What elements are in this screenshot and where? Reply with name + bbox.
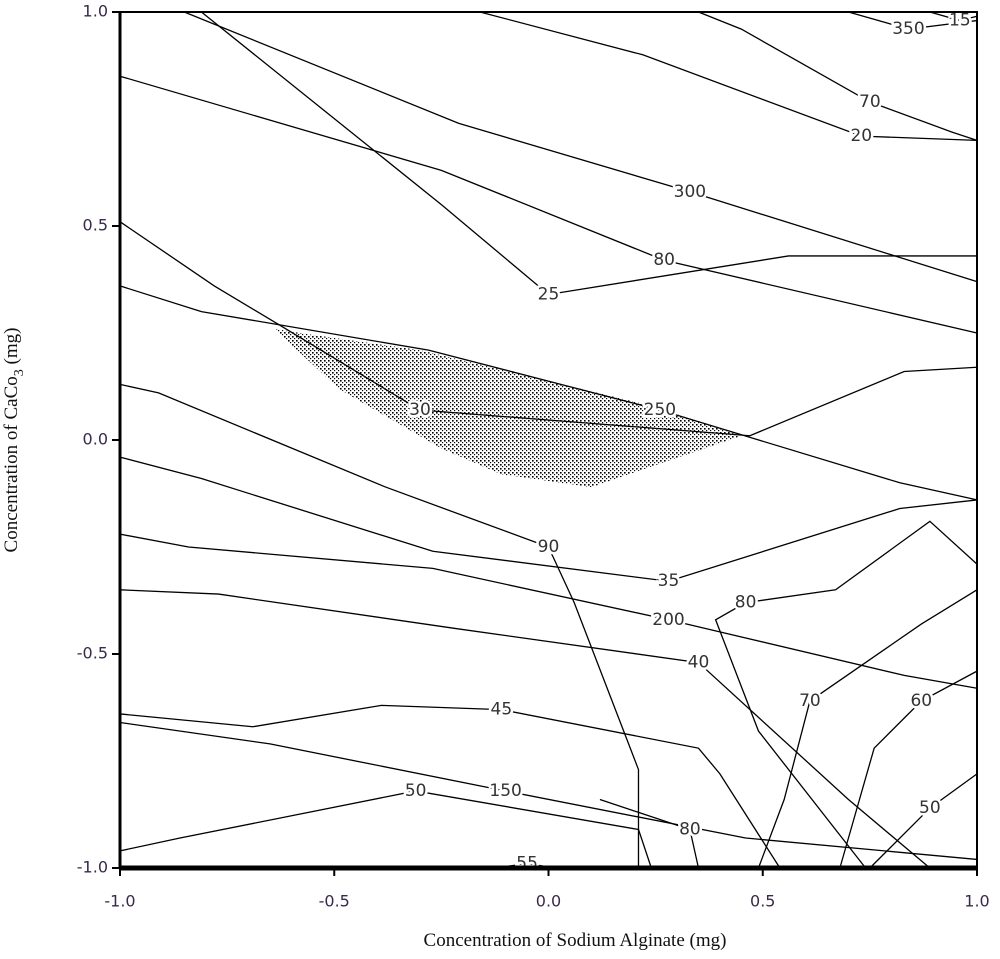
contour-label: 50	[919, 798, 941, 818]
x-tick-label: -1.0	[104, 892, 135, 911]
contour-line	[929, 11, 978, 22]
contour-line	[184, 11, 978, 283]
y-axis-title: Concentration of CaCo3 (mg)	[1, 328, 27, 553]
contour-line	[119, 285, 978, 501]
contour-label: 350	[892, 19, 924, 39]
feasible-region	[274, 328, 742, 488]
contour-label: 70	[859, 92, 881, 112]
contour-line	[119, 790, 652, 869]
contour-line	[119, 221, 978, 437]
x-tick-label: 0.5	[750, 892, 775, 911]
contour-label: 90	[538, 537, 560, 557]
contour-line	[839, 670, 978, 869]
contour-label: 60	[910, 691, 932, 711]
contour-line	[757, 589, 978, 869]
contour-line	[119, 456, 978, 582]
contour-label: 80	[735, 593, 757, 613]
contour-label: 45	[491, 700, 513, 720]
y-tick-label: 1.0	[83, 2, 108, 21]
x-tick-label: -0.5	[319, 892, 350, 911]
contour-line	[119, 75, 978, 334]
contour-label: 80	[679, 819, 701, 839]
contour-label: 30	[409, 400, 431, 420]
y-axis-title-text: Concentration of CaCo	[1, 376, 22, 552]
contour-line	[119, 383, 640, 868]
contour-label: 15	[949, 11, 971, 31]
contour-line	[848, 11, 978, 30]
contour-label: 70	[799, 691, 821, 711]
contour-line	[479, 11, 978, 142]
contour-line	[698, 11, 978, 142]
x-tick-label: 0.0	[536, 892, 561, 911]
contour-line	[119, 704, 781, 869]
contour-label: 35	[658, 571, 680, 591]
contour-label: 300	[674, 182, 706, 202]
contour-label: 55	[516, 854, 538, 874]
contour-label: 20	[850, 126, 872, 146]
contour-label: 80	[653, 250, 675, 270]
contour-line	[599, 798, 700, 869]
y-axis-title-subscript: 3	[12, 369, 27, 376]
y-tick-label: 0.5	[83, 216, 108, 235]
contour-line	[119, 721, 978, 861]
contour-line	[201, 11, 977, 296]
contour-label: 50	[405, 781, 427, 801]
contour-line	[869, 773, 978, 869]
y-tick-label: 0.0	[83, 430, 108, 449]
contour-label: 150	[489, 781, 521, 801]
y-axis-title-suffix: (mg)	[1, 328, 22, 370]
x-axis-title: Concentration of Sodium Alginate (mg)	[424, 930, 727, 951]
contour-label: 250	[644, 400, 676, 420]
contour-label: 40	[688, 653, 710, 673]
x-tick-label: 1.0	[964, 892, 989, 911]
y-tick-label: -1.0	[77, 858, 108, 877]
contour-line	[119, 533, 978, 689]
y-tick-label: -0.5	[77, 644, 108, 663]
contour-line	[119, 589, 931, 869]
contour-line	[714, 520, 978, 869]
plot-area: 80 300 25 20 70 350 15 30 250 90 35 200 40 80 80 45 150 5…	[77, 2, 990, 911]
contour-label: 200	[652, 610, 684, 630]
contour-label: 25	[538, 284, 560, 304]
